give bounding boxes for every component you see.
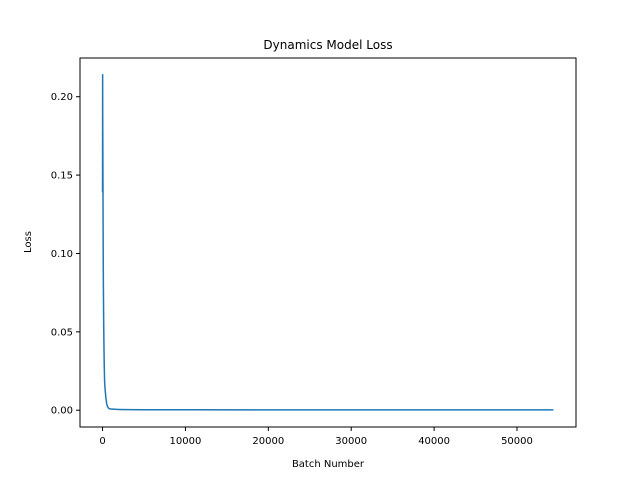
y-axis-label: Loss bbox=[23, 231, 34, 253]
axes-frame bbox=[79, 57, 577, 428]
x-axis-ticks: 0 10000 20000 30000 40000 50000 bbox=[99, 427, 533, 447]
y-tick-label: 0.15 bbox=[51, 171, 73, 182]
chart-title: Dynamics Model Loss bbox=[263, 38, 392, 52]
x-tick-label: 50000 bbox=[501, 436, 533, 447]
y-tick-label: 0.00 bbox=[51, 406, 73, 417]
plot-area bbox=[101, 74, 554, 411]
x-tick-label: 20000 bbox=[252, 436, 284, 447]
x-tick-label: 10000 bbox=[170, 436, 202, 447]
y-tick-label: 0.10 bbox=[51, 249, 73, 260]
loss-series-line bbox=[101, 74, 554, 411]
x-axis-label: Batch Number bbox=[292, 459, 365, 470]
y-tick-label: 0.20 bbox=[51, 92, 73, 103]
x-tick-label: 30000 bbox=[335, 436, 367, 447]
y-axis-ticks: 0.00 0.05 0.10 0.15 0.20 bbox=[51, 92, 80, 417]
y-tick-label: 0.05 bbox=[51, 327, 73, 338]
x-tick-label: 40000 bbox=[418, 436, 450, 447]
x-tick-label: 0 bbox=[99, 436, 105, 447]
